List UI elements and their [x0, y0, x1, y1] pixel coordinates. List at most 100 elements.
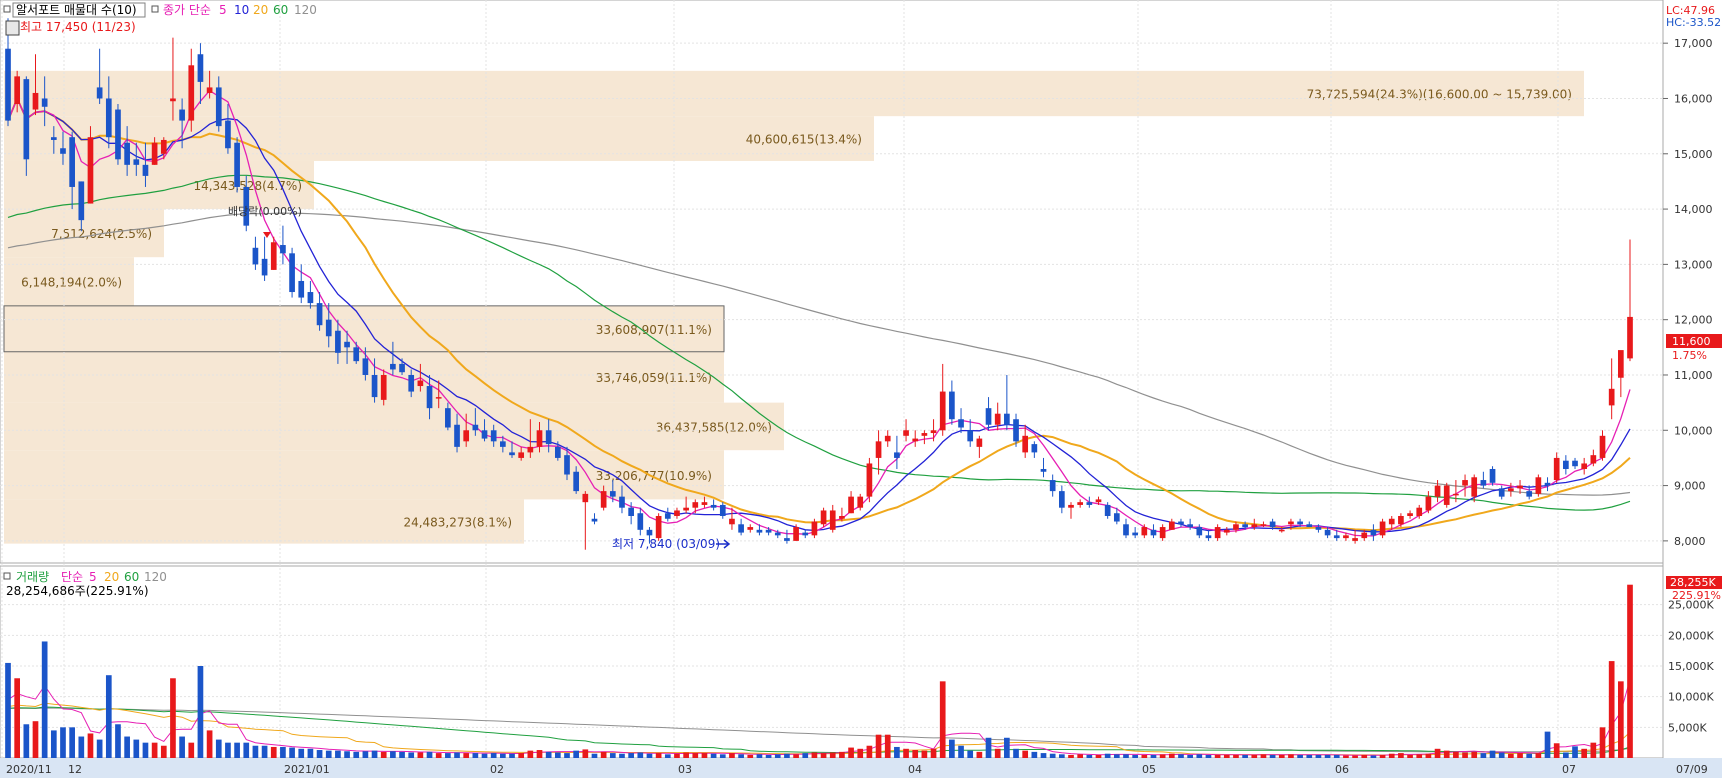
- volume-bar: [261, 745, 268, 758]
- volume-bar: [756, 754, 763, 758]
- volume-bar: [1471, 751, 1478, 758]
- candle-body: [1306, 524, 1313, 528]
- volume-bar: [1498, 752, 1505, 758]
- candle-body: [289, 253, 295, 293]
- volume-bar: [1462, 752, 1468, 758]
- candle-body: [1398, 515, 1404, 525]
- candle-body: [1388, 518, 1395, 525]
- candle-body: [1251, 524, 1258, 528]
- volume-bar: [701, 753, 708, 758]
- volume-bar: [1443, 750, 1450, 758]
- volume-bar: [60, 727, 66, 758]
- volume-bar: [674, 753, 680, 758]
- volume-bar: [1095, 754, 1102, 758]
- candle-body: [591, 518, 598, 522]
- candle-body: [32, 92, 39, 110]
- change-label: 1.75%: [1672, 349, 1707, 362]
- annotations: 배당락(0.00%) 최저 7,840 (03/09): [228, 205, 731, 551]
- candle-body: [1260, 524, 1267, 526]
- volume-bar: [151, 742, 158, 758]
- volume-bar: [1425, 753, 1432, 758]
- volume-bar: [729, 753, 735, 758]
- volume-tick-label: 25,000K: [1668, 599, 1714, 612]
- candle-body: [939, 391, 946, 431]
- candle-body: [1471, 477, 1478, 497]
- volume-bar: [637, 752, 644, 758]
- volume-bar: [1416, 754, 1423, 758]
- date-axis-ticks: 2020/11 12 2021/01 02 03 04 05 06 07 07/09: [6, 763, 1708, 776]
- volume-bar: [1068, 754, 1074, 758]
- candle-body: [344, 341, 350, 348]
- candle-body: [536, 430, 543, 447]
- panel-menu-icon[interactable]: [3, 5, 11, 13]
- panel-title-box[interactable]: [12, 2, 146, 18]
- volume-bar: [500, 753, 506, 758]
- volume-bar: [179, 736, 185, 758]
- candle-body: [518, 452, 525, 458]
- price-axis-area: [1663, 0, 1722, 778]
- candle-body: [1150, 529, 1157, 536]
- candle-body: [1214, 527, 1221, 539]
- candle-body: [1205, 535, 1212, 539]
- volume-zone-label: 33,206,777(10.9%): [596, 469, 712, 483]
- price-tick-label: 9,000: [1674, 480, 1706, 493]
- volume-bar: [142, 742, 149, 758]
- candle-body: [582, 493, 589, 503]
- ma120-line: [7, 212, 1631, 496]
- candle-body: [1581, 463, 1588, 469]
- date-tick-label: 06: [1335, 763, 1349, 776]
- candle-body: [1159, 527, 1166, 539]
- candle-body: [1132, 532, 1138, 536]
- volume-bar: [545, 751, 552, 758]
- candle-body: [353, 347, 360, 362]
- candle-body: [967, 430, 974, 442]
- date-tick-label: 04: [908, 763, 922, 776]
- candle-body: [41, 98, 48, 107]
- volume-bar: [903, 748, 909, 758]
- volume-menu-icon[interactable]: [3, 572, 11, 580]
- candle-body: [1278, 529, 1285, 532]
- candle-body: [14, 76, 21, 105]
- volume-bar: [967, 750, 974, 758]
- volume-bar: [1196, 754, 1203, 758]
- current-volume-label: 28,255K: [1670, 576, 1716, 589]
- candle-body: [1113, 513, 1120, 522]
- volume-bar: [1123, 754, 1129, 758]
- volume-bar: [252, 745, 259, 758]
- volume-bar: [1269, 754, 1276, 758]
- volume-bar: [664, 754, 671, 758]
- candle-body: [170, 98, 176, 102]
- volume-bar: [270, 746, 277, 758]
- volume-bar: [976, 751, 983, 758]
- candle-body: [335, 330, 341, 353]
- candle-body: [958, 419, 964, 428]
- candle-body: [197, 54, 204, 82]
- candle-body: [1040, 468, 1047, 472]
- volume-bar: [1260, 754, 1267, 758]
- grid-toggle-icon[interactable]: [5, 20, 20, 36]
- volume-bar: [628, 753, 634, 758]
- volume-bar: [509, 753, 515, 758]
- ma-menu-icon[interactable]: [151, 5, 159, 13]
- volume-bar: [655, 753, 662, 758]
- candle-body: [729, 518, 735, 525]
- price-tick-label: 8,000: [1674, 535, 1706, 548]
- volume-bar: [481, 753, 488, 758]
- volume-bar: [930, 748, 937, 758]
- candle-body: [774, 532, 781, 536]
- panel-title: 알서포트 매물대 수(10): [16, 3, 137, 17]
- candle-body: [1187, 524, 1193, 528]
- volume-bar: [1214, 754, 1221, 758]
- volume-bar: [692, 753, 699, 758]
- volume-bar: [417, 752, 424, 758]
- candle-body: [435, 397, 442, 399]
- ex-dividend-arrow-icon: [263, 232, 271, 238]
- candle-body: [50, 137, 57, 140]
- candle-body: [225, 120, 231, 149]
- candle-body: [179, 109, 185, 121]
- volume-bar: [848, 747, 854, 758]
- volume-bar: [1343, 755, 1349, 758]
- lc-label: LC:47.96: [1666, 4, 1715, 17]
- volume-bar: [719, 754, 726, 758]
